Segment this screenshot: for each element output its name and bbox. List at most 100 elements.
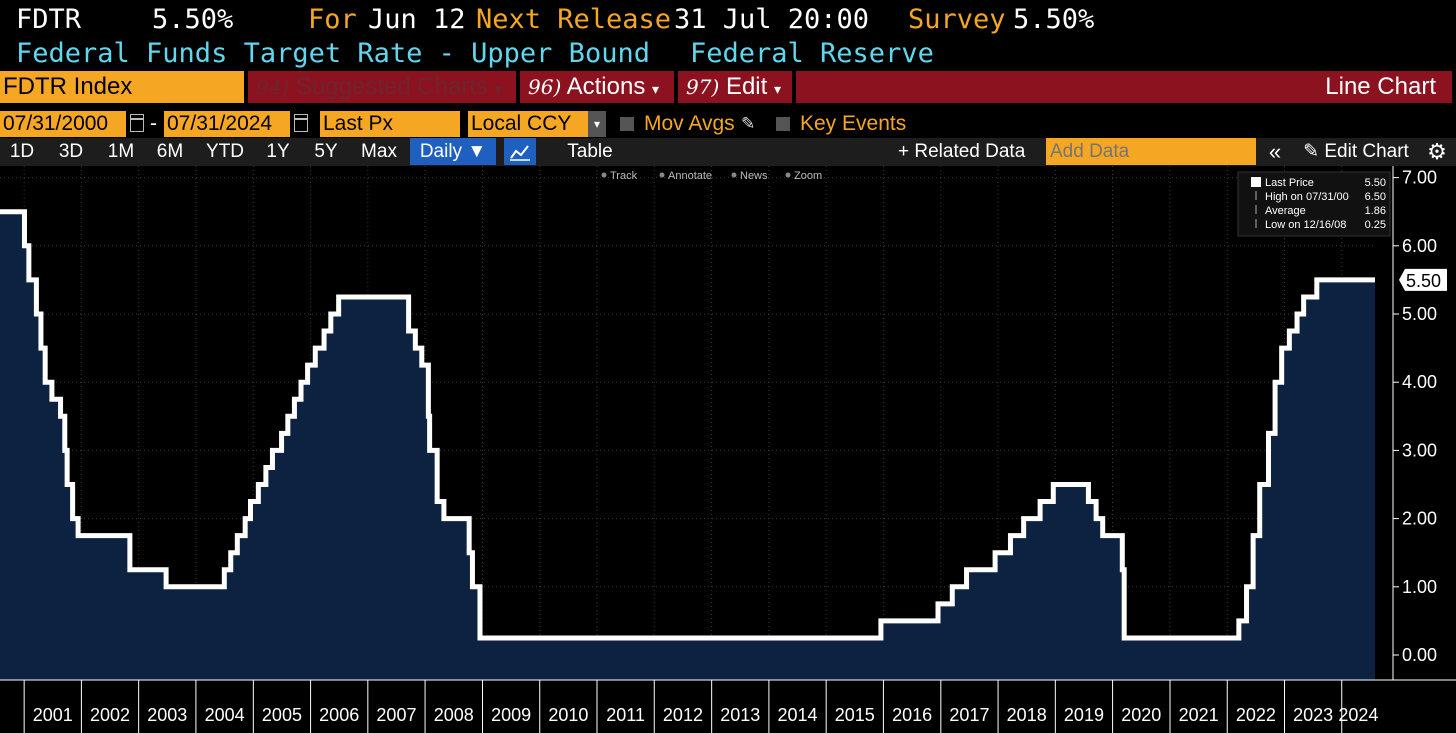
x-tick-label: 2009 [491, 705, 531, 725]
y-tick-label: 0.00 [1402, 645, 1437, 665]
survey-value: 5.50% [1013, 4, 1095, 35]
date-range-toolbar: 07/31/2000 - 07/31/2024 Last Px Local CC… [0, 111, 1456, 139]
chart-tools-bar: Track Annotate News Zoom [601, 170, 822, 182]
zoom-icon [785, 172, 791, 178]
x-tick-label: 2014 [778, 705, 818, 725]
y-axis: 0.00 1.00 2.00 3.00 4.00 5.00 6.00 7.00 [1392, 166, 1437, 680]
x-axis: 2001 2002 2003 2004 2005 2006 2007 2008 2009 2010… [0, 679, 1456, 733]
actions-number: 96) [528, 75, 562, 99]
legend-value: 6.50 [1365, 191, 1386, 203]
edit-label: Edit [725, 73, 768, 100]
for-label: For [308, 4, 357, 35]
end-date-input[interactable]: 07/31/2024 [164, 111, 290, 137]
x-tick-label: 2005 [262, 705, 302, 725]
last-price-tag-shape [1399, 268, 1447, 291]
frequency-selector[interactable]: Daily ▼ [410, 138, 496, 165]
chevron-down-icon: ▾ [651, 81, 660, 97]
currency-selector[interactable]: Local CCY [468, 111, 588, 137]
line-chart-icon[interactable] [504, 138, 536, 165]
period-1y[interactable]: 1Y [266, 141, 290, 162]
y-tick-label: 6.00 [1402, 236, 1437, 256]
next-release-label: Next Release [476, 4, 672, 35]
legend-value: 1.86 [1365, 205, 1386, 217]
x-tick-label: 2003 [147, 705, 187, 725]
edit-button[interactable]: 97) Edit ▾ [678, 71, 792, 103]
collapse-icon[interactable]: « [1268, 139, 1282, 164]
gear-icon[interactable]: ⚙ [1427, 139, 1447, 164]
tool-news: News [740, 170, 768, 182]
series-area-fill [0, 211, 1375, 680]
x-tick-label: 2021 [1179, 705, 1219, 725]
x-tick-label: 2015 [835, 705, 875, 725]
start-date-input[interactable]: 07/31/2000 [0, 111, 126, 137]
x-tick-label: 2016 [892, 705, 932, 725]
last-value: 5.50% [152, 4, 234, 35]
x-tick-label: 2023 [1293, 705, 1333, 725]
mov-avgs-label: Mov Avgs [644, 112, 735, 135]
chevron-down-icon: ▾ [494, 81, 502, 97]
calendar-icon[interactable] [294, 114, 308, 132]
suggested-number: 94) [256, 75, 290, 99]
chevron-down-icon[interactable]: ▾ [588, 111, 606, 137]
tool-zoom: Zoom [794, 170, 822, 182]
period-1d[interactable]: 1D [9, 141, 35, 162]
period-5y[interactable]: 5Y [314, 141, 338, 162]
legend-value: 5.50 [1365, 177, 1386, 189]
edit-chart-label: Edit Chart [1324, 141, 1409, 162]
x-tick-label: 2004 [205, 705, 245, 725]
security-description: Federal Funds Target Rate - Upper Bound [16, 38, 650, 69]
x-tick-label: 2022 [1236, 705, 1276, 725]
edit-number: 97) [686, 75, 720, 99]
x-tick-label: 2012 [663, 705, 703, 725]
for-date: Jun 12 [368, 4, 466, 35]
security-field-text: FDTR Index [3, 73, 133, 100]
related-data-button[interactable]: + Related Data [898, 141, 1026, 162]
pencil-icon[interactable]: ✎ [741, 114, 756, 133]
x-tick-label: 2010 [548, 705, 588, 725]
legend-label: Low on 12/16/08 [1265, 219, 1346, 231]
period-6m[interactable]: 6M [156, 141, 184, 162]
x-tick-label: 2002 [90, 705, 130, 725]
calendar-icon[interactable] [130, 114, 144, 132]
legend-label: High on 07/31/00 [1265, 191, 1349, 203]
main-toolbar: FDTR Index 94) Suggested Charts ▾ 96) Ac… [0, 71, 1456, 103]
x-tick-label: 2024 [1338, 705, 1378, 725]
period-3d[interactable]: 3D [58, 141, 84, 162]
add-data-input[interactable] [1046, 138, 1256, 165]
chart-type-text: Line Chart [1325, 73, 1436, 100]
x-tick-label: 2020 [1121, 705, 1161, 725]
tool-track: Track [610, 170, 638, 182]
field-selector[interactable]: Last Px [320, 111, 460, 137]
y-tick-label: 1.00 [1402, 577, 1437, 597]
track-icon [601, 172, 607, 178]
legend-box [1237, 171, 1391, 237]
series-line-last-price [0, 209, 1375, 641]
key-events-label: Key Events [800, 112, 907, 135]
period-max[interactable]: Max [361, 141, 397, 162]
key-events-checkbox[interactable] [776, 117, 790, 131]
annotate-icon [659, 172, 665, 178]
edit-chart-button[interactable]: ✎ Edit Chart [1294, 138, 1418, 165]
period-1m[interactable]: 1M [107, 141, 135, 162]
x-tick-label: 2006 [319, 705, 359, 725]
x-tick-label: 2017 [949, 705, 989, 725]
chart-legend: Last Price 5.50 High on 07/31/00 6.50 Averag… [1237, 171, 1391, 237]
y-tick-label: 5.00 [1402, 304, 1437, 324]
y-tick-label: 7.00 [1402, 168, 1437, 188]
x-tick-label: 2007 [376, 705, 416, 725]
chart-type-label: Line Chart [796, 71, 1452, 103]
source-name: Federal Reserve [690, 38, 934, 69]
suggested-label: Suggested Charts [295, 73, 489, 100]
table-button[interactable]: Table [567, 141, 613, 162]
security-field[interactable]: FDTR Index [0, 71, 244, 103]
news-icon [731, 172, 737, 178]
suggested-charts-button[interactable]: 94) Suggested Charts ▾ [248, 71, 516, 103]
mov-avgs-checkbox[interactable] [620, 117, 634, 131]
legend-value: 0.25 [1365, 219, 1386, 231]
x-tick-label: 2001 [33, 705, 73, 725]
y-tick-label: 3.00 [1402, 440, 1437, 460]
period-ytd[interactable]: YTD [206, 141, 244, 162]
legend-label: Average [1265, 205, 1306, 217]
actions-button[interactable]: 96) Actions ▾ [520, 71, 674, 103]
